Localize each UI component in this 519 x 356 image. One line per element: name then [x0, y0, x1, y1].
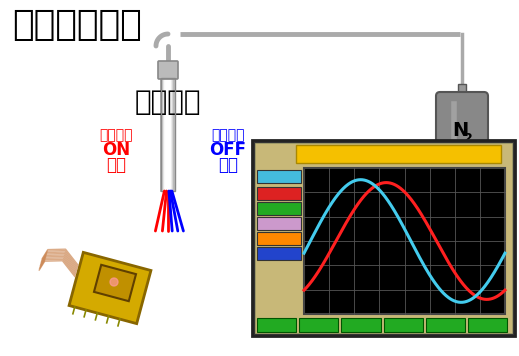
FancyBboxPatch shape: [257, 170, 301, 183]
FancyBboxPatch shape: [257, 232, 301, 245]
Text: ヒーター: ヒーター: [99, 128, 133, 142]
Text: 熱風ヒーター: 熱風ヒーター: [12, 8, 142, 42]
FancyBboxPatch shape: [257, 187, 301, 200]
FancyBboxPatch shape: [342, 318, 380, 332]
Text: ヒーター: ヒーター: [211, 128, 245, 142]
FancyBboxPatch shape: [426, 318, 465, 332]
FancyBboxPatch shape: [384, 318, 422, 332]
Text: 設定値: 設定値: [271, 172, 287, 181]
Circle shape: [110, 278, 118, 286]
Text: 2: 2: [463, 131, 472, 145]
Text: 現在値: 現在値: [271, 189, 287, 198]
FancyBboxPatch shape: [468, 318, 507, 332]
Polygon shape: [69, 252, 151, 324]
Text: ON: ON: [102, 141, 130, 159]
Polygon shape: [94, 265, 136, 301]
Text: 冷却: 冷却: [218, 156, 238, 174]
FancyBboxPatch shape: [257, 247, 301, 260]
FancyBboxPatch shape: [257, 217, 301, 230]
FancyBboxPatch shape: [257, 202, 301, 215]
Text: 加熱: 加熱: [106, 156, 126, 174]
FancyBboxPatch shape: [252, 140, 515, 336]
Text: N: N: [452, 120, 468, 140]
Text: OFF: OFF: [210, 141, 247, 159]
FancyBboxPatch shape: [255, 143, 512, 333]
FancyBboxPatch shape: [299, 318, 338, 332]
Text: 一台二役: 一台二役: [135, 88, 201, 116]
FancyBboxPatch shape: [304, 168, 505, 314]
FancyBboxPatch shape: [436, 92, 488, 180]
FancyBboxPatch shape: [257, 318, 296, 332]
FancyBboxPatch shape: [458, 84, 466, 94]
FancyBboxPatch shape: [296, 145, 501, 163]
FancyBboxPatch shape: [158, 61, 178, 79]
